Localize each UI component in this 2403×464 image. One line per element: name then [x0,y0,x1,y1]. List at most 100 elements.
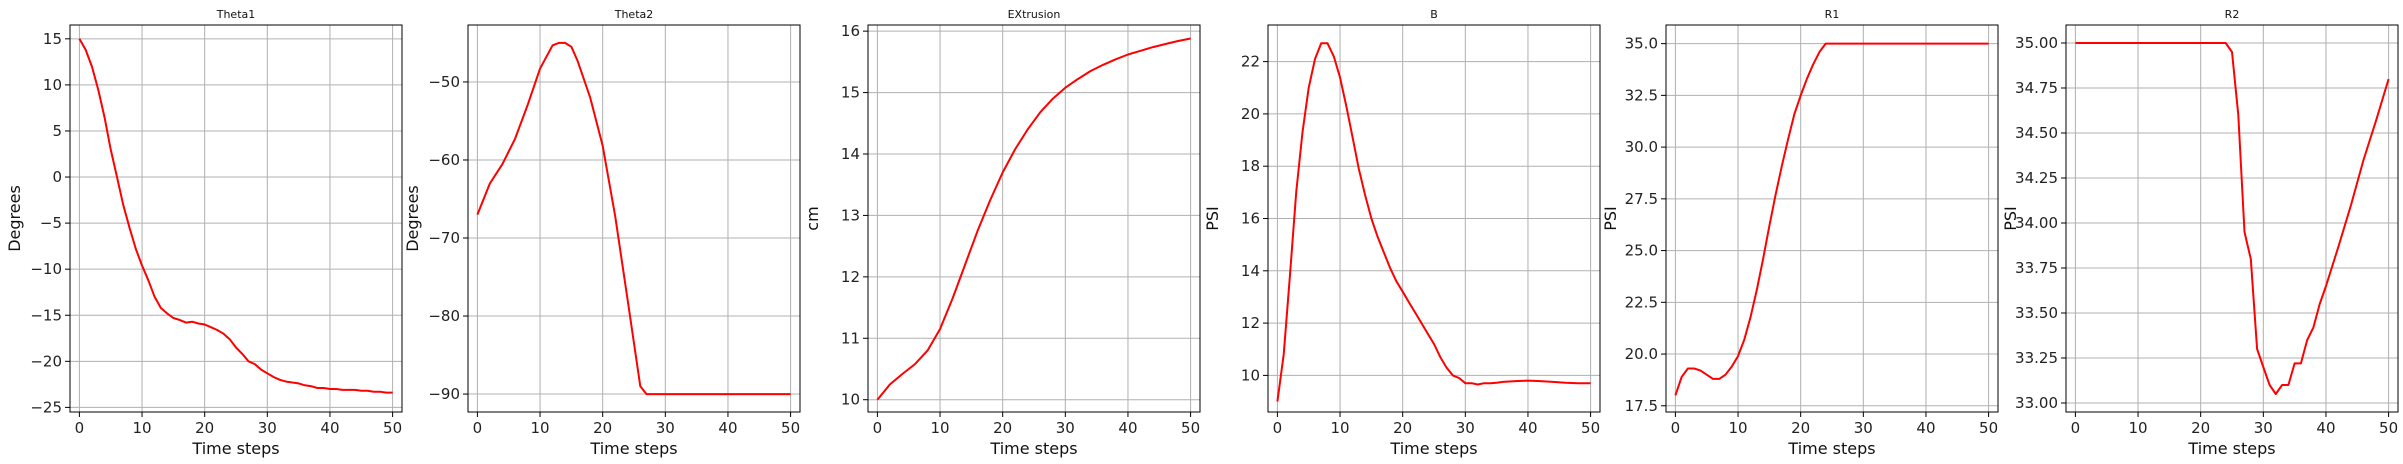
y-tick-label: 20 [1241,105,1260,123]
x-tick-label: 30 [1456,419,1475,437]
y-axis-label: Degrees [5,185,24,252]
y-tick-label: 14 [1241,262,1260,280]
y-tick-label: 30.0 [1625,138,1658,156]
x-tick-label: 0 [75,419,85,437]
x-tick-label: 0 [2071,419,2081,437]
y-tick-label: 34.25 [2015,169,2058,187]
x-tick-label: 0 [1671,419,1681,437]
y-axis-label: PSI [1601,206,1620,231]
chart-title: Theta1 [216,8,256,21]
x-tick-label: 0 [473,419,483,437]
x-tick-label: 50 [1181,419,1200,437]
y-axis-label: Degrees [403,185,422,252]
chart-3: 0 10 20 30 40 50 10 12 14 16 18 20 22 B Time steps PSI [1203,8,1601,458]
x-tick-label: 10 [132,419,151,437]
y-tick-label: 15 [43,30,62,48]
x-axis-label: Time steps [1389,439,1477,458]
chart-2: 0 10 20 30 40 50 10 11 12 13 14 15 16 EXtrusion Time s… [803,8,1201,458]
x-axis-label: Time steps [1787,439,1875,458]
x-tick-label: 10 [930,419,949,437]
y-tick-label: −50 [428,73,460,91]
chart-title: Theta2 [614,8,654,21]
x-axis-label: Time steps [191,439,279,458]
y-tick-label: 27.5 [1625,190,1658,208]
y-tick-label: 32.5 [1625,86,1658,104]
x-tick-label: 40 [1118,419,1137,437]
y-tick-label: 34.75 [2015,79,2058,97]
y-tick-label: 33.00 [2015,394,2058,412]
plot-frame [69,24,403,413]
x-tick-label: 10 [530,419,549,437]
y-tick-label: 22.5 [1625,293,1658,311]
y-tick-label: 5 [52,122,62,140]
y-tick-label: 10 [841,391,860,409]
x-tick-label: 30 [2254,419,2273,437]
chart-5: 0 10 20 30 40 50 33.00 33.25 33.50 33.75 34.00 34.2… [2001,8,2399,458]
chart-1: 0 10 20 30 40 50 −90 −80 −70 −60 −50 Theta2 Time ste… [403,8,801,458]
x-tick-label: 30 [1854,419,1873,437]
y-tick-label: 18 [1241,157,1260,175]
y-tick-label: −25 [30,398,62,416]
x-tick-label: 0 [1273,419,1283,437]
y-tick-label: −60 [428,151,460,169]
series-line [1276,42,1591,402]
y-tick-label: 14 [841,145,860,163]
y-tick-label: 16 [1241,210,1260,228]
y-tick-label: 11 [841,329,860,347]
y-tick-label: −90 [428,385,460,403]
y-tick-label: 0 [52,168,62,186]
plot-frame [467,24,801,413]
plot-frame [1665,24,1999,413]
x-axis-label: Time steps [589,439,677,458]
x-tick-label: 20 [1791,419,1810,437]
series-line [476,41,791,396]
x-tick-label: 0 [873,419,883,437]
y-tick-label: 35.0 [1625,35,1658,53]
x-tick-label: 50 [383,419,402,437]
x-tick-label: 20 [195,419,214,437]
x-tick-label: 40 [718,419,737,437]
y-tick-label: 25.0 [1625,242,1658,260]
series-line [876,37,1191,401]
x-tick-label: 50 [1581,419,1600,437]
y-axis-label: PSI [2001,206,2020,231]
x-tick-label: 30 [1056,419,1075,437]
x-tick-label: 30 [258,419,277,437]
y-tick-label: 34.50 [2015,124,2058,142]
chart-title: B [1430,8,1438,21]
plot-frame [867,24,1201,413]
x-tick-label: 30 [656,419,675,437]
y-tick-label: 15 [841,84,860,102]
x-tick-label: 40 [2316,419,2335,437]
y-tick-label: 33.75 [2015,259,2058,277]
y-tick-label: 10 [43,76,62,94]
chart-title: R2 [2225,8,2240,21]
x-tick-label: 50 [781,419,800,437]
y-tick-label: 33.50 [2015,304,2058,322]
y-tick-label: 35.00 [2015,34,2058,52]
y-tick-label: 10 [1241,366,1260,384]
series-line [1674,42,1989,396]
y-tick-label: 13 [841,206,860,224]
y-axis-label: PSI [1203,206,1222,231]
x-tick-label: 50 [2379,419,2398,437]
chart-0: 0 10 20 30 40 50 −25 −20 −15 −10 −5 0 5 10 15 Theta1 Tim… [5,8,403,458]
x-tick-label: 20 [2191,419,2210,437]
y-tick-label: −70 [428,229,460,247]
chart-title: EXtrusion [1008,8,1061,21]
y-tick-label: −80 [428,307,460,325]
y-tick-label: 16 [841,22,860,40]
series-line [2075,42,2390,395]
x-tick-label: 20 [593,419,612,437]
chart-title: R1 [1825,8,1840,21]
plot-frame [2065,24,2399,413]
y-tick-label: 33.25 [2015,349,2058,367]
y-tick-label: −5 [40,214,62,232]
x-tick-label: 10 [1728,419,1747,437]
x-tick-label: 50 [1979,419,1998,437]
y-tick-label: 20.0 [1625,345,1658,363]
x-tick-label: 10 [1330,419,1349,437]
y-tick-label: 34.00 [2015,214,2058,232]
x-axis-label: Time steps [989,439,1077,458]
